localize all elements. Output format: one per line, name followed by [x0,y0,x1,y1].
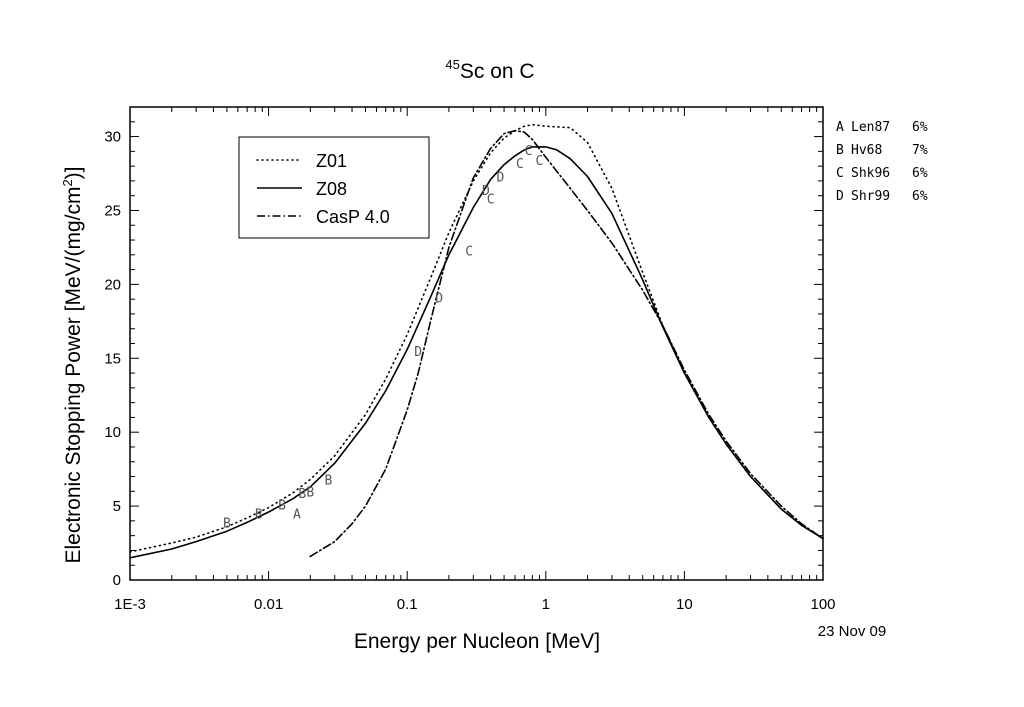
data-point-c: C [487,193,495,208]
y-axis-title-end: )] [62,166,85,179]
series-lines [129,123,824,559]
x-tick-label: 100 [810,596,835,613]
y-tick-label: 20 [104,276,121,293]
series-line-0 [129,123,824,553]
legend-label-z08: Z08 [316,179,347,199]
chart-title-superscript: 45 [445,57,459,72]
legend: Z01 Z08 CasP 4.0 [238,136,430,239]
x-tick-label: 0.01 [254,596,283,613]
data-point-b: B [324,473,332,488]
series-line-1 [129,146,824,559]
chart-title: 45Sc on C [445,57,534,83]
data-point-d: D [435,292,443,307]
reference-c: C Shk96 6% [836,166,928,181]
data-point-c: C [516,157,524,172]
date-stamp: 23 Nov 09 [818,623,886,640]
data-point-b: B [223,516,231,531]
chart-title-main: Sc on C [460,60,535,83]
data-point-c: C [525,144,533,159]
data-point-c: C [465,244,473,259]
data-point-d: D [414,345,422,360]
reference-list: A Len87 6% B Hv68 7% C Shk96 6% D Shr99 6% [836,120,928,204]
y-tick-label: 10 [104,424,121,441]
y-tick-label: 15 [104,350,121,367]
x-tick-label: 0.1 [397,596,418,613]
data-point-b: B [298,487,306,502]
axis-ticks [129,106,823,581]
legend-label-z01: Z01 [316,151,347,171]
axis-tick-labels: 1E-3 0.01 0.1 1 10 100 0 5 10 15 20 25 30 [104,129,835,613]
x-axis-title: Energy per Nucleon [MeV] [354,630,600,653]
data-point-a: A [293,507,301,522]
y-axis-title: Electronic Stopping Power [MeV/(mg/cm2)] [60,166,85,563]
data-point-d: D [496,170,504,185]
y-axis-title-main: Electronic Stopping Power [MeV/(mg/cm [62,187,85,564]
y-axis-title-sup: 2 [60,179,75,186]
reference-d: D Shr99 6% [836,189,928,204]
legend-label-casp: CasP 4.0 [316,207,390,227]
plot-frame [129,106,824,581]
data-point-d: D [482,184,490,199]
y-tick-label: 30 [104,129,121,146]
y-tick-label: 25 [104,202,121,219]
series-line-2 [309,129,824,558]
x-tick-label: 1E-3 [114,596,146,613]
y-tick-label: 5 [113,498,121,515]
data-point-b: B [306,485,314,500]
x-tick-label: 1 [542,596,550,613]
reference-b: B Hv68 7% [836,143,928,158]
y-tick-label: 0 [113,572,121,589]
x-tick-label: 10 [676,596,693,613]
reference-a: A Len87 6% [836,120,928,135]
data-point-b: B [278,499,286,514]
data-point-b: B [255,507,263,522]
data-point-c: C [536,154,544,169]
